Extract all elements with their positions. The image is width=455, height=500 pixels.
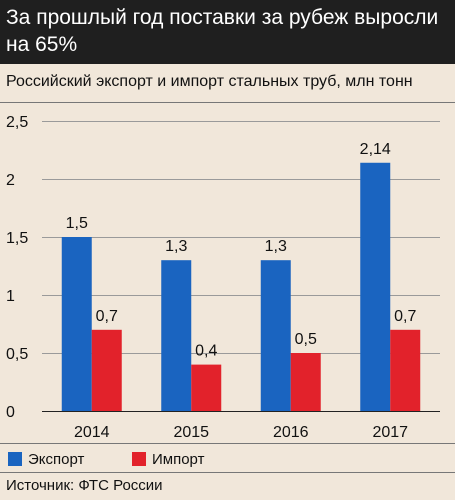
y-tick-label: 0,5 — [6, 346, 28, 363]
legend-item-import: Импорт — [132, 451, 204, 468]
y-tick-label: 1,5 — [6, 230, 28, 247]
bar-import-2017 — [390, 329, 421, 411]
legend-label-import: Импорт — [152, 451, 205, 468]
headline: За прошлый год поставки за рубеж выросли… — [6, 6, 439, 56]
data-label-import-2015: 0,4 — [195, 343, 217, 360]
bar-import-2014 — [91, 329, 122, 411]
bar-export-2015 — [161, 260, 192, 411]
data-label-export-2016: 1,3 — [265, 238, 287, 255]
y-tick-label: 2 — [6, 172, 15, 189]
y-tick-label: 0 — [6, 404, 15, 421]
data-label-import-2014: 0,7 — [96, 308, 118, 325]
data-label-export-2017: 2,14 — [360, 141, 391, 158]
axis-divider — [0, 443, 455, 444]
legend-item-export: Экспорт — [8, 451, 84, 468]
x-tick-label: 2017 — [372, 424, 408, 441]
bar-import-2015 — [191, 364, 222, 411]
y-tick-label: 2,5 — [6, 114, 28, 131]
data-label-import-2016: 0,5 — [295, 331, 317, 348]
data-label-import-2017: 0,7 — [394, 308, 416, 325]
bar-export-2016 — [260, 260, 291, 411]
legend-label-export: Экспорт — [28, 451, 85, 468]
data-label-export-2014: 1,5 — [66, 215, 88, 232]
bar-export-2017 — [360, 162, 391, 411]
x-tick-label: 2015 — [173, 424, 209, 441]
source-note: Источник: ФТС России — [6, 477, 163, 494]
y-tick-label: 1 — [6, 288, 15, 305]
x-tick-label: 2016 — [273, 424, 309, 441]
x-tick-label: 2014 — [74, 424, 110, 441]
subtitle-divider — [0, 102, 455, 103]
data-label-export-2015: 1,3 — [165, 238, 187, 255]
bar-export-2014 — [61, 237, 92, 411]
legend-swatch-import — [132, 452, 146, 466]
legend-swatch-export — [8, 452, 22, 466]
bar-import-2016 — [290, 353, 321, 411]
chart-subtitle: Российский экспорт и импорт стальных тру… — [6, 73, 413, 90]
bar-chart: 0 0,5 1 1,5 2 2,5 1,5 0,7 2014 1,3 0,4 2015 1,3 0,5 20… — [6, 114, 440, 441]
header-bar: За прошлый год поставки за рубеж выросли… — [0, 0, 455, 64]
source-divider — [0, 472, 455, 473]
